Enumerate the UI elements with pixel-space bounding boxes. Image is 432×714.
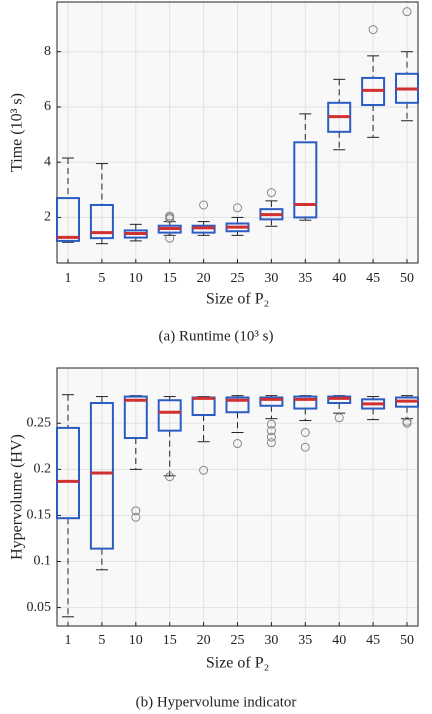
outlier: [165, 233, 175, 243]
box: [293, 395, 318, 410]
outlier: [165, 214, 175, 224]
y-tick-label: 0.1: [34, 554, 52, 569]
box: [89, 204, 114, 240]
box: [89, 402, 114, 550]
outlier: [266, 419, 276, 429]
x-axis-title: Size of P₂: [206, 291, 269, 308]
x-tick-label: 25: [231, 633, 245, 648]
y-tick-label: 2: [44, 210, 51, 225]
outlier: [233, 203, 242, 213]
x-tick-label: 30: [264, 633, 278, 648]
y-tick-label: 0.05: [27, 600, 52, 615]
outlier: [402, 418, 412, 428]
x-tick-label: 45: [366, 633, 380, 648]
outlier: [199, 465, 209, 475]
x-tick-label: 5: [98, 271, 105, 286]
x-tick-label: 15: [163, 633, 177, 648]
x-tick-label: 40: [332, 633, 346, 648]
y-tick-label: 0.15: [27, 508, 52, 523]
outlier: [368, 25, 378, 35]
box: [56, 426, 80, 520]
outlier: [266, 188, 276, 198]
y-tick-label: 4: [44, 154, 51, 169]
x-tick-label: 1: [65, 633, 72, 648]
box: [293, 141, 318, 219]
x-tick-label: 5: [98, 633, 105, 648]
y-tick-label: 6: [44, 99, 51, 114]
outlier: [266, 438, 276, 448]
caption: (a) Runtime (10³ s): [159, 328, 274, 344]
box: [157, 399, 182, 432]
y-tick-label: 8: [44, 44, 51, 59]
x-tick-label: 10: [129, 271, 143, 286]
x-tick-label: 20: [197, 271, 211, 286]
outlier: [266, 432, 276, 442]
box: [123, 395, 148, 440]
x-tick-label: 50: [400, 271, 414, 286]
box: [56, 197, 80, 242]
y-axis-title: Time (10³ s): [9, 93, 26, 172]
x-axis-title: Size of P₂: [206, 655, 269, 672]
x-tick-label: 25: [231, 271, 245, 286]
box: [225, 396, 250, 414]
x-tick-label: 35: [298, 633, 312, 648]
x-tick-label: 20: [197, 633, 211, 648]
outlier: [402, 7, 412, 17]
outlier: [300, 428, 310, 437]
caption: (b) Hypervolume indicator: [136, 694, 297, 710]
outlier: [266, 426, 276, 436]
y-axis-title: Hypervolume (HV): [9, 434, 26, 560]
outlier: [199, 200, 209, 210]
x-tick-label: 45: [366, 271, 380, 286]
y-tick-label: 0.2: [34, 462, 52, 477]
outlier: [131, 506, 141, 516]
x-tick-label: 50: [400, 633, 414, 648]
x-tick-label: 1: [65, 271, 72, 286]
x-tick-label: 35: [298, 271, 312, 286]
outlier: [233, 439, 242, 449]
outlier: [165, 472, 175, 482]
x-tick-label: 10: [129, 633, 143, 648]
outlier: [131, 512, 141, 522]
box: [259, 396, 284, 407]
x-tick-label: 40: [332, 271, 346, 286]
x-tick-label: 30: [264, 271, 278, 286]
plot-frame: [56, 1, 419, 264]
outlier: [334, 413, 344, 423]
outlier: [300, 442, 310, 452]
y-tick-label: 0.25: [27, 416, 52, 431]
x-tick-label: 15: [163, 271, 177, 286]
